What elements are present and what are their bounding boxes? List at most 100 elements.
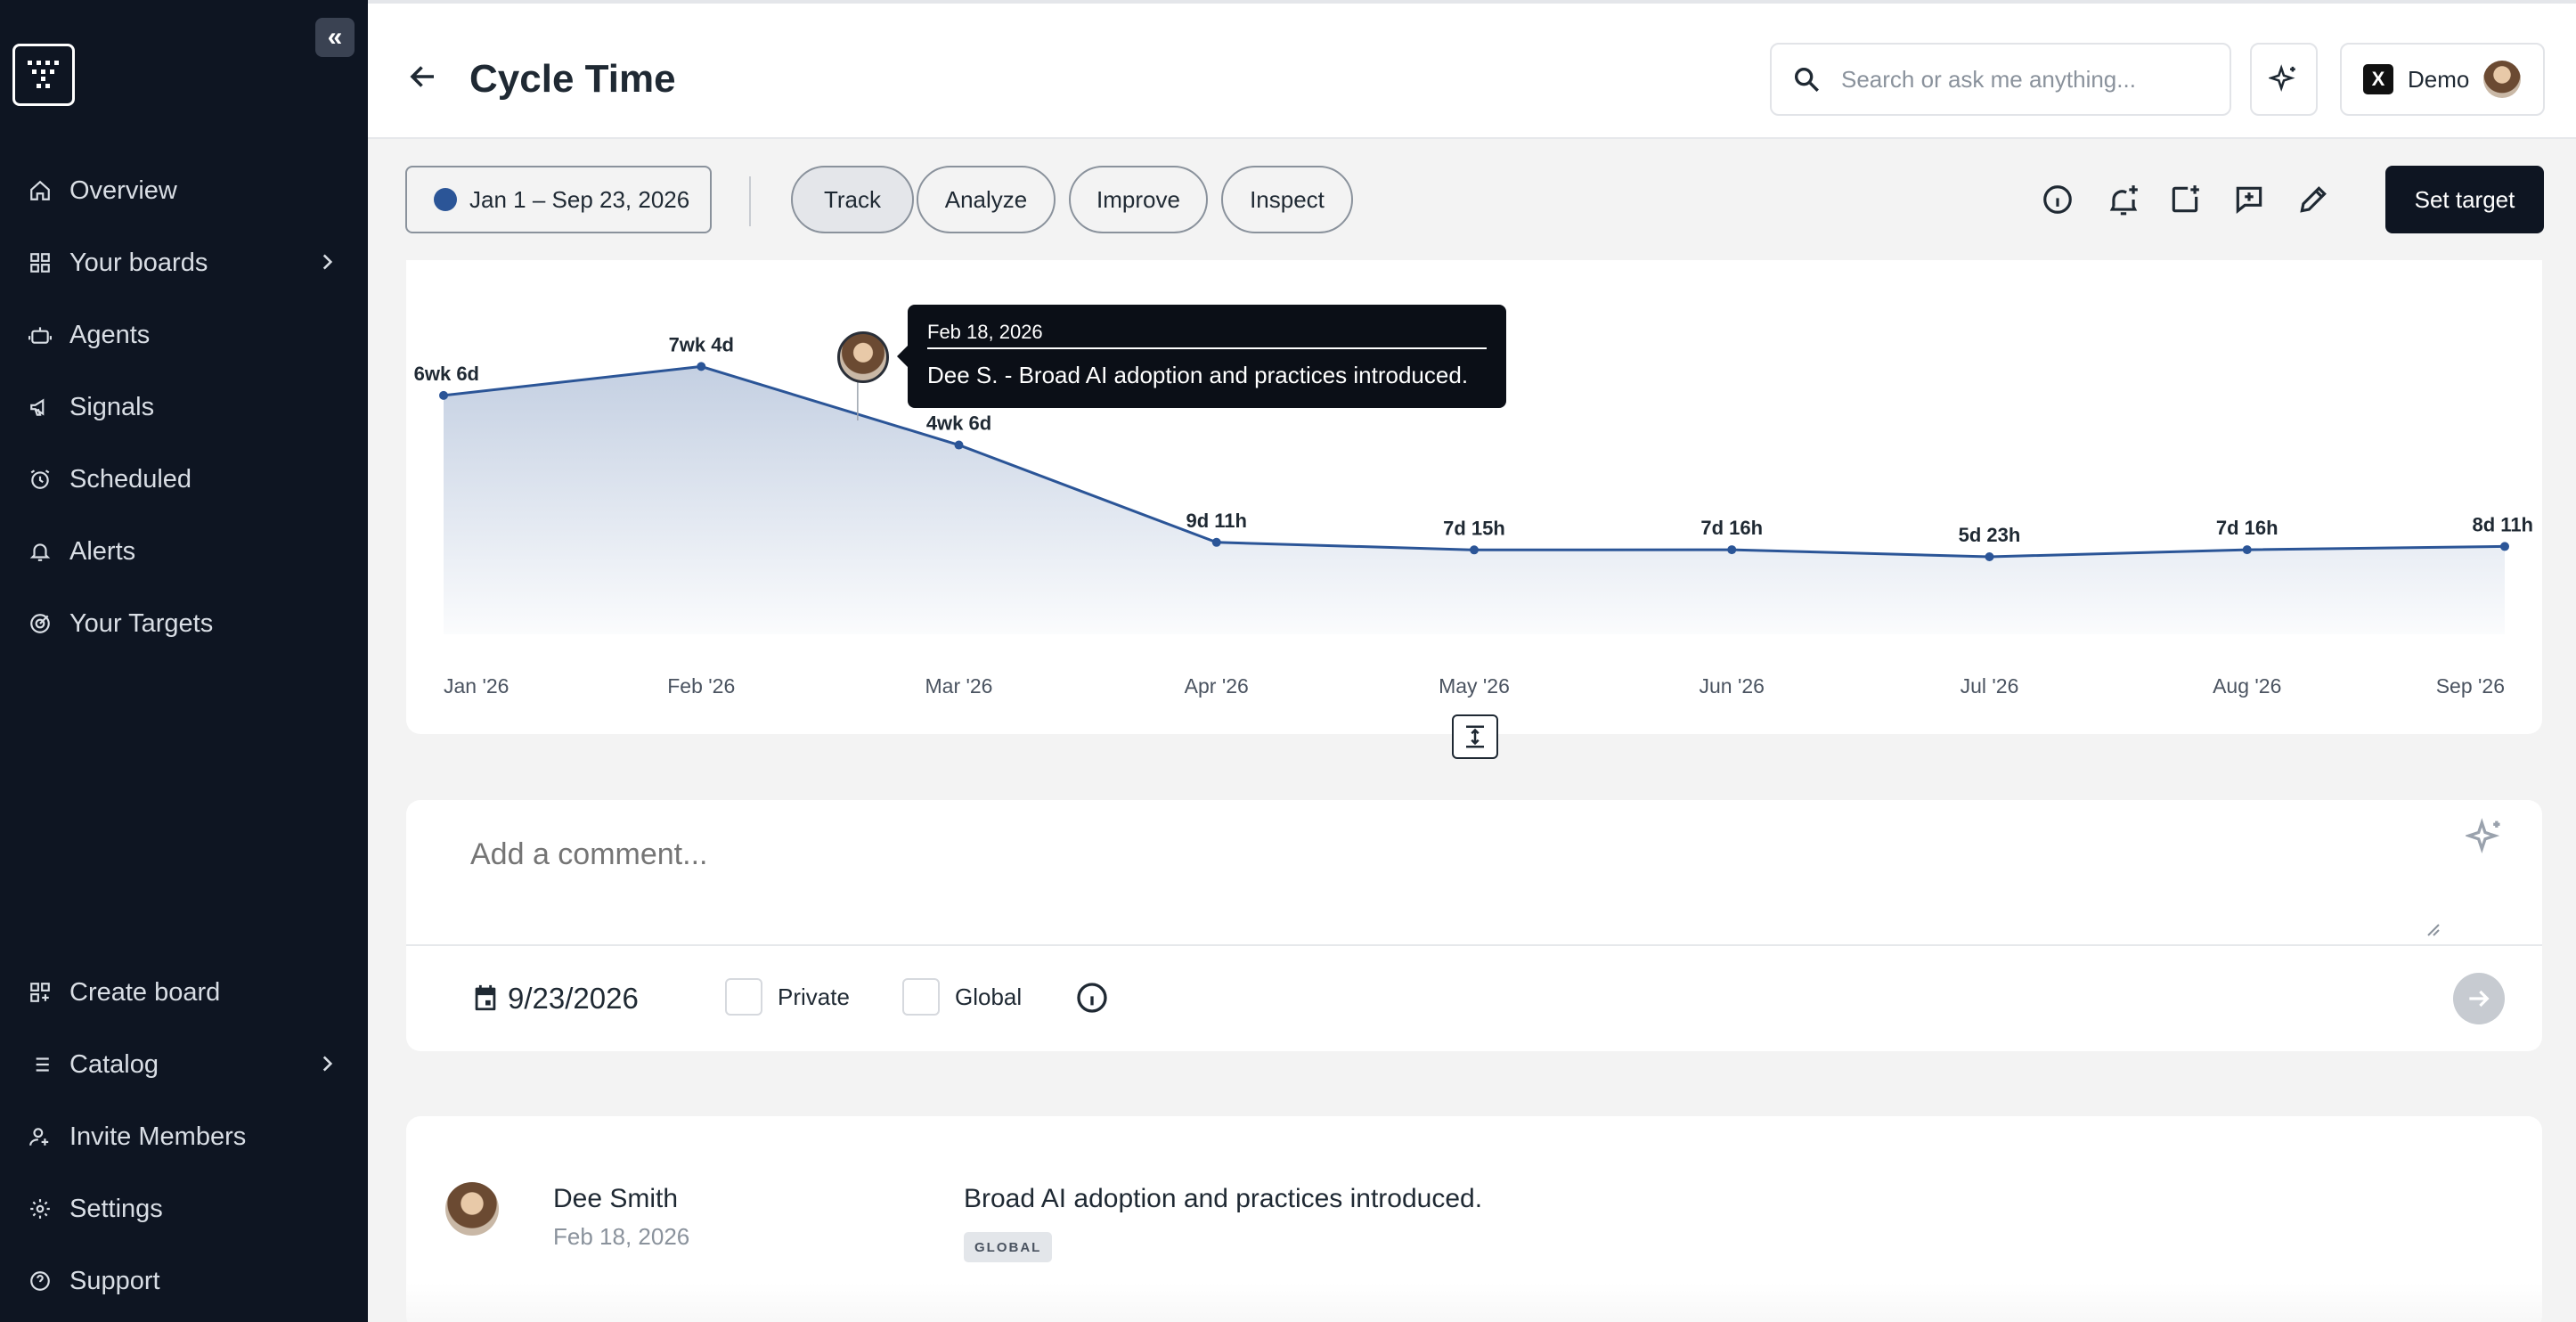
add-to-board-button[interactable]: [2167, 182, 2203, 217]
back-button[interactable]: [405, 59, 441, 94]
arrow-left-icon: [410, 66, 434, 87]
expand-vertical-icon: [1466, 725, 1484, 748]
sidebar-item-label: Your boards: [69, 248, 208, 277]
comment-author: Dee Smith: [553, 1184, 679, 1213]
chart-point: [954, 440, 964, 450]
edit-button[interactable]: [2295, 182, 2331, 217]
chart-points-layer: [439, 362, 2509, 562]
chart-data-label: 7d 15h: [1443, 517, 1505, 539]
toolbar: Jan 1 – Sep 23, 2026 Track Analyze Impro…: [368, 141, 2576, 258]
page-header: Cycle Time X Demo: [368, 4, 2576, 139]
chart-x-axis: Jan '26 Feb '26 Mar '26 Apr '26 May '26 Jun '…: [444, 674, 2505, 698]
sidebar-item-settings[interactable]: Settings: [27, 1184, 347, 1234]
sidebar-item-invite-members[interactable]: Invite Members: [27, 1112, 347, 1162]
chart-resize-handle[interactable]: [1452, 714, 1498, 759]
sparkle-icon[interactable]: [2466, 818, 2505, 857]
global-checkbox[interactable]: [902, 978, 940, 1016]
comment-list: Dee Smith Feb 18, 2026 Broad AI adoption…: [406, 1116, 2542, 1322]
sparkle-icon: [2269, 64, 2295, 92]
x-axis-tick-label: Jul '26: [1961, 674, 2019, 698]
date-range-picker[interactable]: Jan 1 – Sep 23, 2026: [405, 166, 712, 233]
date-range-dot-icon: [434, 188, 457, 211]
sidebar-item-catalog[interactable]: Catalog: [27, 1040, 347, 1089]
ai-assistant-button[interactable]: [2250, 43, 2318, 116]
tab-improve[interactable]: Improve: [1069, 166, 1208, 233]
add-board-icon: [27, 979, 53, 1006]
top-border: [368, 0, 2576, 4]
sidebar: « Overview Your boards Agents Signals Sc…: [0, 0, 368, 1322]
comment-plus-icon: [2236, 186, 2262, 214]
chart-card: 6wk 6d 7wk 4d 4wk 6d 9d 11h 7d 15h 7d 16h 5d 2…: [406, 260, 2542, 734]
chart-data-label: 9d 11h: [1186, 510, 1247, 532]
gear-icon: [27, 1196, 53, 1222]
page-title: Cycle Time: [469, 57, 676, 101]
avatar: [445, 1182, 499, 1236]
comment-form: 9/23/2026 Private Global: [406, 800, 2542, 1051]
collapse-sidebar-button[interactable]: «: [315, 18, 355, 57]
alarm-clock-icon: [27, 466, 53, 493]
arrow-right-icon: [2469, 990, 2490, 1008]
sidebar-item-create-board[interactable]: Create board: [27, 967, 347, 1017]
sidebar-item-alerts[interactable]: Alerts: [27, 526, 347, 576]
add-annotation-button[interactable]: [2231, 182, 2267, 217]
x-axis-tick-label: Jun '26: [1700, 674, 1765, 698]
info-icon[interactable]: [1074, 980, 1110, 1016]
robot-icon: [27, 322, 53, 348]
chart-point: [1470, 545, 1479, 555]
search-input[interactable]: [1841, 65, 2215, 94]
tooltip-text: Dee S. - Broad AI adoption and practices…: [927, 362, 1469, 388]
comment-input[interactable]: [470, 837, 2252, 872]
date-range-label: Jan 1 – Sep 23, 2026: [469, 185, 690, 213]
status-badge: GLOBAL: [964, 1232, 1053, 1262]
send-comment-button[interactable]: [2453, 973, 2505, 1024]
textarea-resize-grip-icon[interactable]: [2423, 919, 2441, 937]
add-alert-button[interactable]: [2106, 182, 2141, 217]
toolbar-divider: [749, 176, 751, 226]
annotation-avatar[interactable]: [837, 331, 889, 383]
sidebar-item-label: Create board: [69, 977, 221, 1007]
chart-point: [2500, 542, 2509, 551]
sidebar-item-scheduled[interactable]: Scheduled: [27, 454, 347, 504]
megaphone-icon: [27, 394, 53, 420]
account-switcher-button[interactable]: X Demo: [2340, 43, 2545, 116]
sidebar-item-support[interactable]: Support: [27, 1256, 347, 1306]
info-button[interactable]: [2040, 182, 2075, 217]
set-target-button[interactable]: Set target: [2385, 166, 2544, 233]
sidebar-item-agents[interactable]: Agents: [27, 310, 347, 360]
sidebar-item-label: Overview: [69, 175, 177, 205]
private-checkbox[interactable]: [725, 978, 762, 1016]
cycle-time-chart: 6wk 6d 7wk 4d 4wk 6d 9d 11h 7d 15h 7d 16h 5d 2…: [414, 333, 2533, 698]
account-label: Demo: [2408, 65, 2470, 93]
x-logo-icon: X: [2363, 64, 2393, 94]
logo-grid-icon: [28, 61, 59, 88]
info-icon: [2043, 185, 2072, 214]
chart-labels-layer: 6wk 6d 7wk 4d 4wk 6d 9d 11h 7d 15h 7d 16h 5d 2…: [414, 333, 2533, 546]
bell-icon: [27, 538, 53, 565]
tab-analyze[interactable]: Analyze: [917, 166, 1056, 233]
global-label: Global: [955, 983, 1023, 1010]
list-icon: [27, 1051, 53, 1078]
app-logo[interactable]: [12, 44, 75, 106]
search-box[interactable]: [1770, 43, 2231, 116]
tab-inspect[interactable]: Inspect: [1221, 166, 1353, 233]
tooltip-date: Feb 18, 2026: [927, 321, 1487, 349]
tab-track[interactable]: Track: [791, 166, 914, 233]
sidebar-item-signals[interactable]: Signals: [27, 382, 347, 432]
target-icon: [27, 610, 53, 637]
sidebar-item-label: Invite Members: [69, 1122, 247, 1151]
x-axis-tick-label: Jan '26: [444, 674, 509, 698]
sidebar-item-overview[interactable]: Overview: [27, 166, 347, 216]
chart-point: [2242, 545, 2252, 555]
comment-date: Feb 18, 2026: [553, 1223, 690, 1250]
sidebar-item-your-targets[interactable]: Your Targets: [27, 599, 347, 649]
chart-area: [444, 366, 2505, 634]
x-axis-tick-label: Feb '26: [667, 674, 735, 698]
x-axis-tick-label: Sep '26: [2436, 674, 2505, 698]
sidebar-item-your-boards[interactable]: Your boards: [27, 238, 347, 288]
calendar-icon[interactable]: [470, 982, 501, 1014]
chart-area-layer: [444, 366, 2505, 634]
comment-text: Broad AI adoption and practices introduc…: [964, 1184, 1483, 1213]
private-label: Private: [778, 983, 850, 1010]
help-icon: [27, 1268, 53, 1294]
comment-date[interactable]: 9/23/2026: [508, 982, 639, 1015]
